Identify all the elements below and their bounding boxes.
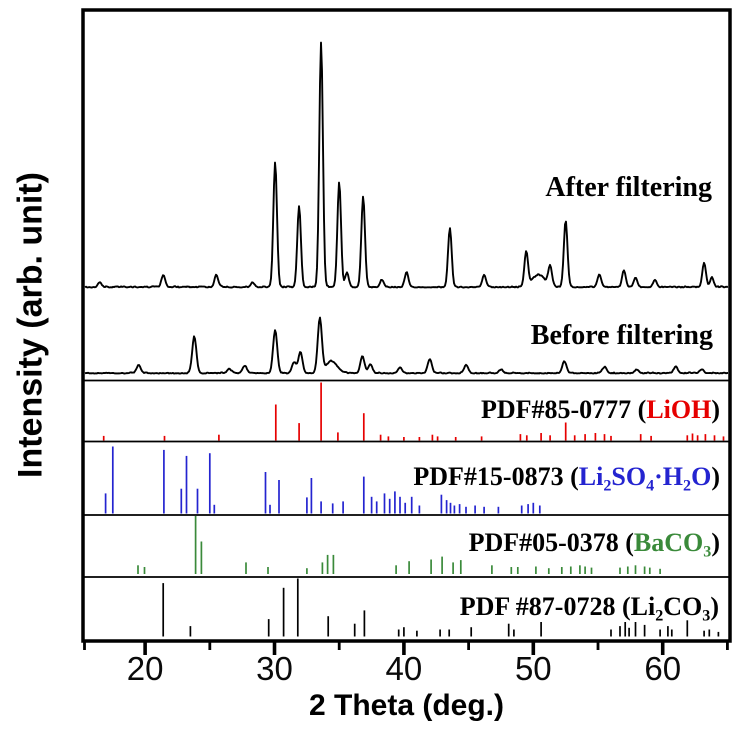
label-text: PDF#05-0378 ( [468,528,634,557]
label-subscript: 3 [703,543,712,561]
x-axis-title: 2 Theta (deg.) [308,689,504,722]
label-text: CO [663,592,703,621]
label-before: Before filtering [531,320,713,352]
label-text: ) [711,395,720,424]
label-subscript: 2 [655,607,664,625]
label-text: ) [710,592,719,621]
label-li2so4: PDF#15-0873 (Li2SO4·H2O) [413,462,720,495]
label-text: After filtering [545,172,712,203]
x-tick-label: 20 [126,650,164,687]
label-text: PDF#15-0873 ( [413,462,579,491]
label-text: PDF #87-0728 ( [459,592,631,621]
label-after: After filtering [545,172,712,204]
label-lioh: PDF#85-0777 (LiOH) [481,395,720,425]
label-text: Li [630,592,656,621]
x-tick-label: 40 [385,650,423,687]
label-text: Before filtering [530,320,713,351]
label-text: BaCO [633,528,704,557]
label-text: O [691,462,712,491]
label-text: SO [611,462,647,491]
label-subscript: 4 [646,477,655,495]
label-text: ) [711,462,720,491]
label-text: PDF#85-0777 ( [480,395,647,424]
label-subscript: 3 [702,607,711,625]
label-li2co3: PDF #87-0728 (Li2CO3) [459,592,719,625]
label-subscript: 2 [683,477,692,495]
label-baco3: PDF#05-0378 (BaCO3) [468,528,720,561]
label-text: LiOH [646,395,712,424]
label-subscript: 2 [603,477,612,495]
label-text: ·H [654,462,684,491]
y-axis-title: Intensity (arb. unit) [11,172,50,478]
x-tick-label: 50 [514,650,552,687]
label-text: ) [711,528,720,557]
x-tick-label: 30 [256,650,293,687]
x-tick-label: 60 [644,650,682,687]
label-text: Li [578,462,604,491]
